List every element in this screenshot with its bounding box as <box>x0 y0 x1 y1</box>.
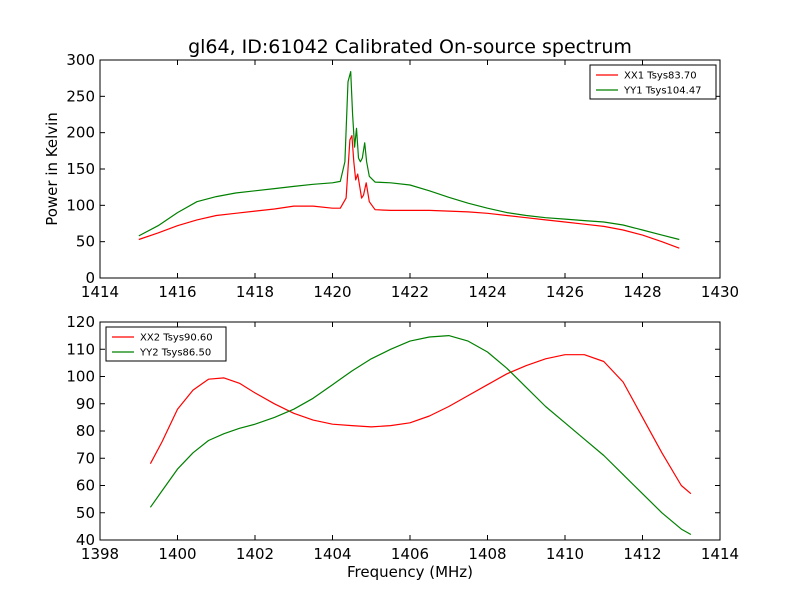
y-tick-label: 100 <box>66 196 95 214</box>
x-tick-label: 1410 <box>546 545 584 563</box>
x-tick-label: 1404 <box>313 545 351 563</box>
x-tick-label: 1402 <box>236 545 274 563</box>
x-tick-label: 1420 <box>313 283 351 301</box>
x-tick-label: 1422 <box>391 283 429 301</box>
y-tick-label: 60 <box>76 477 95 495</box>
y-tick-label: 250 <box>66 87 95 105</box>
x-tick-label: 1416 <box>158 283 196 301</box>
y-tick-label: 120 <box>66 313 95 331</box>
legend-box <box>105 326 227 362</box>
legend-label: YY2 Tsys86.50 <box>139 348 211 359</box>
legend-label: XX1 Tsys83.70 <box>624 71 697 82</box>
y-tick-label: 90 <box>76 395 95 413</box>
top-plot-panel: 1414 1416 1418 1420 1422 1424 1426 1428 1430 0 50 1… <box>66 51 739 301</box>
x-tick-label: 1408 <box>468 545 506 563</box>
x-tick-label: 1400 <box>158 545 196 563</box>
x-tick-label: 1398 <box>81 545 119 563</box>
x-tick-label: 1430 <box>701 283 739 301</box>
y-axis-label: Power in Kelvin <box>43 112 61 226</box>
legend-box <box>589 64 717 100</box>
series-line-red <box>138 135 680 249</box>
chart-title: gl64, ID:61042 Calibrated On-source spec… <box>188 36 632 58</box>
y-tick-label: 200 <box>66 124 95 142</box>
x-axis-label: Frequency (MHz) <box>347 563 473 581</box>
x-tick-label: 1426 <box>546 283 584 301</box>
y-tick-label: 50 <box>76 233 95 251</box>
y-tick-label: 300 <box>66 51 95 69</box>
x-tick-label: 1424 <box>468 283 506 301</box>
y-tick-label: 70 <box>76 449 95 467</box>
legend-label: XX2 Tsys90.60 <box>140 333 213 344</box>
bottom-plot-panel: 1398 1400 1402 1404 1406 1408 1410 1412 1414 40 50… <box>66 313 739 563</box>
y-tick-label: 110 <box>66 340 95 358</box>
series-line-green <box>149 335 692 536</box>
x-tick-label: 1412 <box>623 545 661 563</box>
series-line-green <box>138 71 680 241</box>
y-tick-label: 40 <box>76 531 95 549</box>
y-tick-label: 50 <box>76 504 95 522</box>
legend-label: YY1 Tsys104.47 <box>623 86 702 97</box>
x-tick-label: 1414 <box>81 283 119 301</box>
x-tick-label: 1414 <box>701 545 739 563</box>
y-tick-label: 100 <box>66 368 95 386</box>
y-tick-label: 0 <box>85 269 95 287</box>
y-tick-label: 80 <box>76 422 95 440</box>
x-tick-label: 1428 <box>623 283 661 301</box>
y-tick-label: 150 <box>66 160 95 178</box>
x-tick-label: 1406 <box>391 545 429 563</box>
x-tick-label: 1418 <box>236 283 274 301</box>
series-line-red <box>149 354 692 495</box>
